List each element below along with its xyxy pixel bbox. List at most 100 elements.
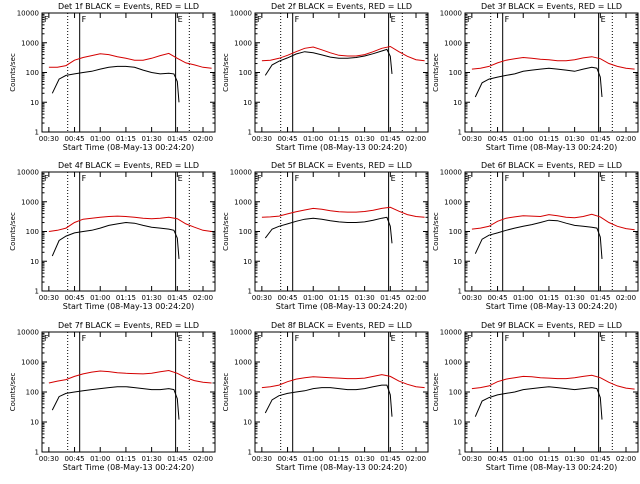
y-tick-label: 1000 [444,39,462,47]
y-tick-label: 1 [458,449,462,457]
x-tick-label: 01:30 [355,455,375,463]
x-tick-label: 01:30 [355,135,375,143]
series-line-lld [261,374,425,389]
y-tick-label: 100 [449,228,462,236]
x-tick-label: 01:00 [303,294,323,302]
chart-title: Det 5f BLACK = Events, RED = LLD [271,161,412,170]
x-tick-label: 02:00 [616,135,636,143]
x-tick-label: 01:45 [167,455,187,463]
chart-title: Det 4f BLACK = Events, RED = LLD [58,161,199,170]
chart-panel: Det 1f BLACK = Events, RED = LLD 1 10 100 10… [9,2,216,152]
x-tick-label: 00:45 [277,294,297,302]
x-tick-label: 00:45 [64,455,84,463]
x-tick-label: 00:45 [487,135,507,143]
x-tick-label: 01:15 [539,294,559,302]
y-tick-label: 10000 [17,10,39,18]
plot-frame [464,171,639,292]
y-tick-label: 10000 [230,329,252,337]
marker-letter: E [391,15,396,24]
x-tick-label: 01:30 [142,135,162,143]
y-tick-label: 10 [243,258,252,266]
marker-letter: F [44,334,49,343]
x-axis-label: Start Time (08-May-13 00:24:20) [486,143,617,152]
marker-letter: E [601,15,606,24]
y-axis-label: Counts/sec [9,373,17,412]
x-tick-label: 01:45 [167,294,187,302]
y-tick-label: 1 [35,449,39,457]
x-tick-label: 00:30 [462,294,482,302]
x-tick-label: 02:00 [193,135,213,143]
x-tick-label: 02:00 [616,294,636,302]
chart-title: Det 1f BLACK = Events, RED = LLD [58,2,199,11]
y-axis-label: Counts/sec [432,53,440,92]
marker-letter: F [82,15,87,24]
x-axis-label: Start Time (08-May-13 00:24:20) [486,302,617,311]
chart-title: Det 6f BLACK = Events, RED = LLD [481,161,622,170]
y-tick-label: 1 [458,288,462,296]
plot-frame [41,171,216,292]
series-line-events [51,65,180,103]
y-tick-label: 1 [248,449,252,457]
x-tick-label: 01:45 [380,455,400,463]
x-axis-label: Start Time (08-May-13 00:24:20) [63,143,194,152]
y-tick-label: 10000 [440,169,462,177]
x-tick-label: 00:30 [39,455,59,463]
plot-frame [254,12,429,133]
marker-letter: F [44,174,49,183]
x-tick-label: 01:30 [142,294,162,302]
chart-panel: Det 9f BLACK = Events, RED = LLD 1 10 100 10… [432,321,639,472]
x-tick-label: 00:30 [462,455,482,463]
y-tick-label: 1 [248,129,252,137]
marker-letter: E [391,174,396,183]
x-tick-label: 01:30 [565,135,585,143]
x-tick-label: 01:15 [539,135,559,143]
marker-letter: F [295,334,300,343]
series-line-lld [471,56,635,70]
plot-frame [41,12,216,133]
y-axis-label: Counts/sec [432,212,440,251]
chart-panel: Det 5f BLACK = Events, RED = LLD 1 10 100 10… [222,161,429,311]
marker-letter: F [295,174,300,183]
y-tick-label: 100 [239,389,252,397]
x-tick-label: 00:45 [487,294,507,302]
y-tick-label: 1000 [444,359,462,367]
marker-letter: F [82,174,87,183]
y-tick-label: 100 [239,228,252,236]
y-tick-label: 10 [453,419,462,427]
y-tick-label: 100 [26,228,39,236]
x-axis-label: Start Time (08-May-13 00:24:20) [63,463,194,472]
x-tick-label: 02:00 [193,294,213,302]
x-tick-label: 00:30 [39,135,59,143]
x-tick-label: 01:15 [116,455,136,463]
x-tick-label: 00:30 [39,294,59,302]
x-tick-label: 00:30 [252,294,272,302]
plot-frame [464,12,639,133]
series-line-lld [261,45,425,62]
marker-letter: F [505,334,510,343]
x-tick-label: 01:45 [167,135,187,143]
x-tick-label: 01:30 [565,294,585,302]
y-axis-label: Counts/sec [222,53,230,92]
marker-letter: F [467,15,472,24]
x-tick-label: 01:45 [380,135,400,143]
y-tick-label: 1 [248,288,252,296]
series-line-lld [48,369,212,384]
y-tick-label: 10 [453,99,462,107]
y-axis-label: Counts/sec [222,373,230,412]
x-tick-label: 01:45 [590,455,610,463]
x-tick-label: 00:45 [64,294,84,302]
x-tick-label: 02:00 [193,455,213,463]
marker-letter: F [295,15,300,24]
series-line-lld [48,215,212,232]
y-tick-label: 1000 [234,39,252,47]
marker-letter: E [601,174,606,183]
chart-title: Det 7f BLACK = Events, RED = LLD [58,321,199,330]
x-tick-label: 00:45 [277,455,297,463]
x-tick-label: 01:15 [539,455,559,463]
x-tick-label: 00:45 [487,455,507,463]
x-tick-label: 00:45 [277,135,297,143]
y-tick-label: 10000 [230,169,252,177]
y-tick-label: 1 [35,129,39,137]
x-axis-label: Start Time (08-May-13 00:24:20) [276,463,407,472]
x-tick-label: 00:30 [252,455,272,463]
